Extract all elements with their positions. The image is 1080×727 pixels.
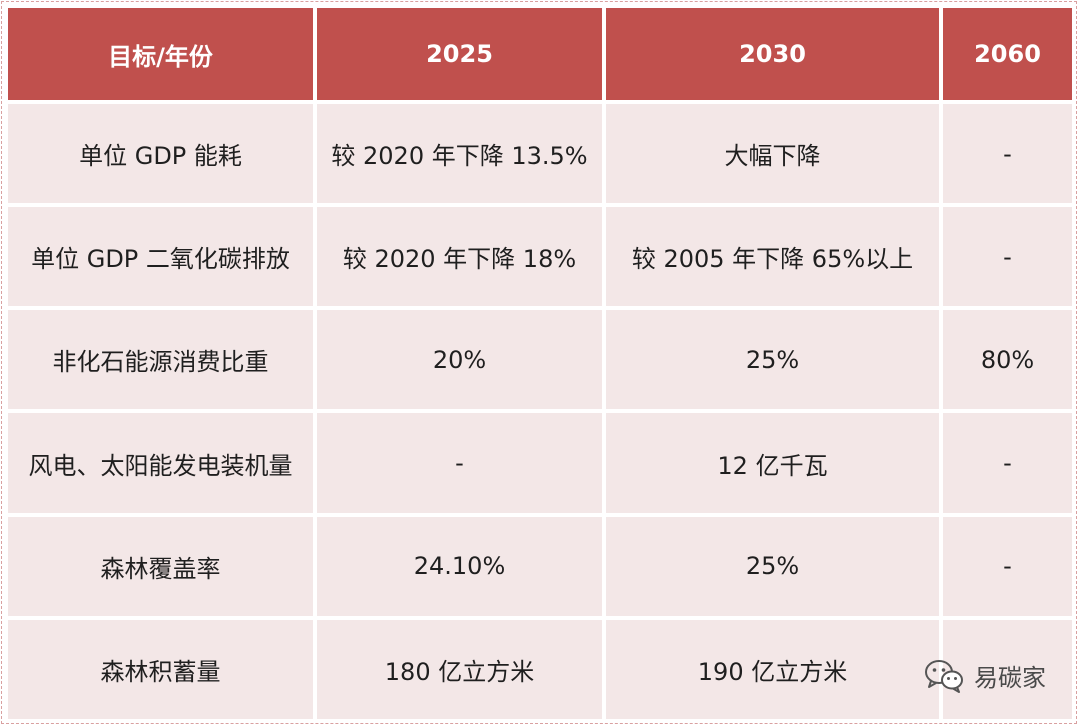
row-label: 风电、太阳能发电装机量 [8,413,313,513]
wechat-icon [924,659,964,693]
cell-2060: 80% [943,310,1072,410]
watermark: 易碳家 [924,658,1046,693]
header-2060: 2060 [943,8,1072,100]
cell-2060: - [943,413,1072,513]
table-row: 风电、太阳能发电装机量 - 12 亿千瓦 - [8,413,1072,513]
table-row: 单位 GDP 能耗 较 2020 年下降 13.5% 大幅下降 - [8,104,1072,204]
cell-2030: 12 亿千瓦 [606,413,939,513]
cell-2030: 25% [606,310,939,410]
cell-2030: 较 2005 年下降 65%以上 [606,207,939,307]
cell-2030: 190 亿立方米 [606,619,939,719]
table-row: 森林覆盖率 24.10% 25% - [8,516,1072,616]
header-target-year: 目标/年份 [8,8,313,100]
cell-2025: 较 2020 年下降 18% [317,207,602,307]
cell-2025: 24.10% [317,516,602,616]
header-row: 目标/年份 2025 2030 2060 [8,8,1072,100]
cell-2060: - [943,104,1072,204]
cell-2030: 25% [606,516,939,616]
row-label: 森林积蓄量 [8,619,313,719]
cell-2060: - [943,516,1072,616]
table-row: 单位 GDP 二氧化碳排放 较 2020 年下降 18% 较 2005 年下降 … [8,207,1072,307]
cell-2025: 180 亿立方米 [317,619,602,719]
row-label: 单位 GDP 二氧化碳排放 [8,207,313,307]
row-label: 非化石能源消费比重 [8,310,313,410]
table-row: 森林积蓄量 180 亿立方米 190 亿立方米 [8,619,1072,719]
cell-2060: - [943,207,1072,307]
targets-table: 目标/年份 2025 2030 2060 单位 GDP 能耗 较 2020 年下… [4,4,1076,723]
header-2025: 2025 [317,8,602,100]
table-row: 非化石能源消费比重 20% 25% 80% [8,310,1072,410]
row-label: 单位 GDP 能耗 [8,104,313,204]
watermark-text: 易碳家 [974,664,1046,692]
cell-2030: 大幅下降 [606,104,939,204]
header-2030: 2030 [606,8,939,100]
row-label: 森林覆盖率 [8,516,313,616]
cell-2060 [943,619,1072,719]
cell-2025: 20% [317,310,602,410]
cell-2025: - [317,413,602,513]
cell-2025: 较 2020 年下降 13.5% [317,104,602,204]
